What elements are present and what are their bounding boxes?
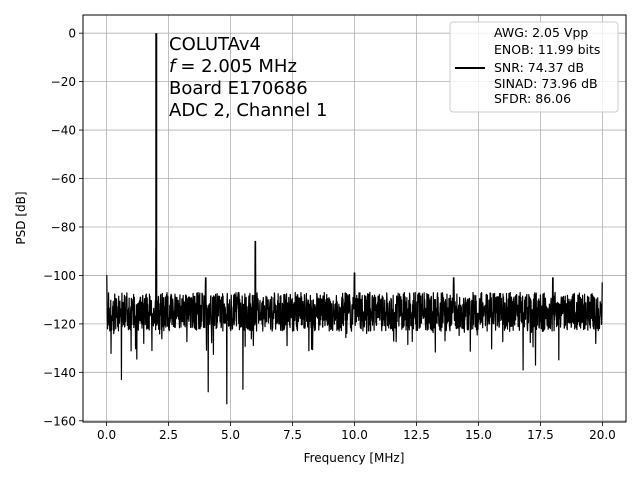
annotation-line-3: Board E170686 bbox=[169, 78, 308, 99]
y-tick-label: −40 bbox=[51, 124, 76, 138]
annotation-text: COLUTAv4 f = 2.005 MHz Board E170686 ADC … bbox=[169, 34, 327, 121]
legend-box bbox=[449, 21, 619, 113]
y-tick-label: −100 bbox=[43, 269, 76, 283]
legend-entry-awg: AWG: 2.05 Vpp bbox=[494, 25, 588, 40]
annotation-frequency-value: = 2.005 MHz bbox=[180, 56, 297, 77]
annotation-line-1: COLUTAv4 bbox=[169, 34, 261, 55]
annotation-line-2: f = 2.005 MHz bbox=[169, 56, 297, 77]
y-tick-label: −120 bbox=[43, 317, 76, 331]
x-tick-label: 2.5 bbox=[159, 428, 178, 442]
x-tick-label: 12.5 bbox=[403, 428, 430, 442]
y-axis-ticks: 0 −20 −40 −60 −80 −100 −120 −140 −160 bbox=[43, 27, 83, 428]
legend-entry-sinad: SINAD: 73.96 dB bbox=[494, 76, 598, 91]
y-tick-label: −140 bbox=[43, 366, 76, 380]
x-tick-label: 17.5 bbox=[527, 428, 554, 442]
y-tick-label: −20 bbox=[51, 75, 76, 89]
psd-line bbox=[106, 240, 603, 405]
x-tick-label: 5.0 bbox=[221, 428, 240, 442]
x-tick-label: 0.0 bbox=[97, 428, 116, 442]
y-tick-label: −160 bbox=[43, 414, 76, 428]
y-tick-label: 0 bbox=[68, 27, 76, 41]
annotation-line-4: ADC 2, Channel 1 bbox=[169, 100, 327, 121]
x-tick-label: 15.0 bbox=[465, 428, 492, 442]
plot-area bbox=[106, 33, 603, 405]
x-axis-ticks: 0.0 2.5 5.0 7.5 10.0 12.5 15.0 17.5 20.0 bbox=[97, 422, 616, 442]
legend-entry-enob: ENOB: 11.99 bits bbox=[494, 42, 600, 57]
x-tick-label: 7.5 bbox=[283, 428, 302, 442]
y-tick-label: −80 bbox=[51, 220, 76, 234]
annotation-frequency-symbol: f bbox=[169, 56, 178, 77]
x-axis-label: Frequency [MHz] bbox=[304, 451, 405, 465]
x-tick-label: 20.0 bbox=[589, 428, 616, 442]
y-axis-label: PSD [dB] bbox=[14, 191, 28, 244]
y-tick-label: −60 bbox=[51, 172, 76, 186]
x-tick-label: 10.0 bbox=[341, 428, 368, 442]
legend: AWG: 2.05 Vpp ENOB: 11.99 bits SNR: 74.3… bbox=[449, 21, 619, 113]
legend-entry-sfdr: SFDR: 86.06 bbox=[494, 91, 571, 106]
legend-entry-snr: SNR: 74.37 dB bbox=[494, 60, 584, 75]
